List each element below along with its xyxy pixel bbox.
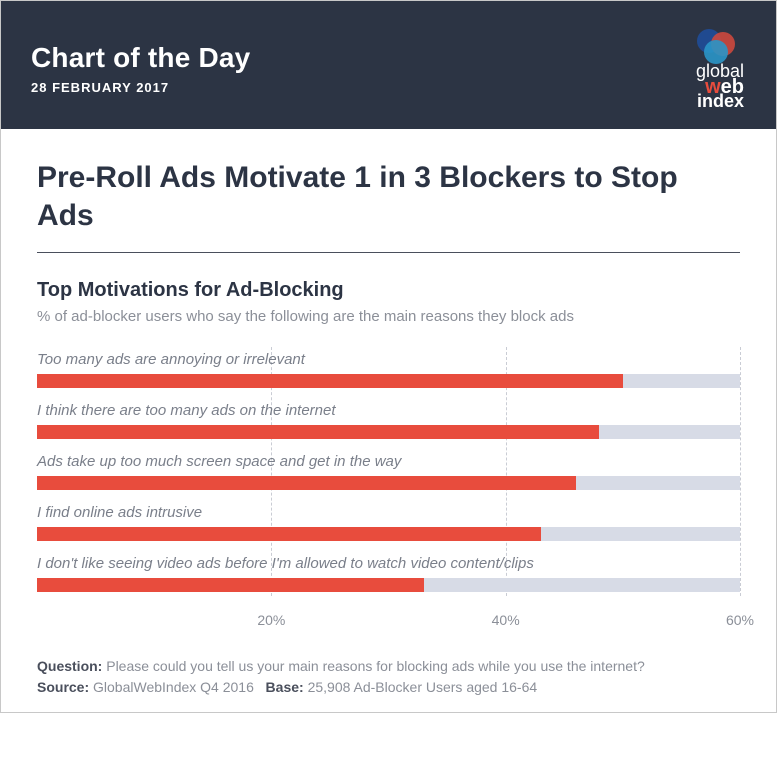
chart-bars: Too many ads are annoying or irrelevant I… xyxy=(37,351,740,592)
footer-question: Question: Please could you tell us your … xyxy=(37,656,740,677)
bar-label: I find online ads intrusive xyxy=(37,504,740,521)
axis-tick: 40% xyxy=(492,612,520,628)
header: Chart of the Day 28 FEBRUARY 2017 global… xyxy=(1,1,776,129)
gridline xyxy=(740,347,741,596)
bar-row xyxy=(37,374,740,388)
source-label: Source: xyxy=(37,679,89,695)
footer: Question: Please could you tell us your … xyxy=(37,656,740,698)
bar-chart: Too many ads are annoying or irrelevant I… xyxy=(37,351,740,636)
content: Pre-Roll Ads Motivate 1 in 3 Blockers to… xyxy=(1,129,776,712)
bar-row xyxy=(37,425,740,439)
logo: global web index xyxy=(646,27,746,109)
bar-item: I find online ads intrusive xyxy=(37,504,740,541)
base-label: Base: xyxy=(266,679,304,695)
question-label: Question: xyxy=(37,658,102,674)
bar-row xyxy=(37,527,740,541)
bar-label: I think there are too many ads on the in… xyxy=(37,402,740,419)
bar-row xyxy=(37,476,740,490)
question-text: Please could you tell us your main reaso… xyxy=(106,658,645,674)
bar-value xyxy=(37,476,576,490)
logo-svg: global web index xyxy=(646,27,746,109)
infographic-frame: Chart of the Day 28 FEBRUARY 2017 global… xyxy=(0,0,777,713)
bar-item: Ads take up too much screen space and ge… xyxy=(37,453,740,490)
main-title: Pre-Roll Ads Motivate 1 in 3 Blockers to… xyxy=(37,159,740,234)
section-subtitle: % of ad-blocker users who say the follow… xyxy=(37,308,740,325)
footer-source-base: Source: GlobalWebIndex Q4 2016 Base: 25,… xyxy=(37,677,740,698)
bar-label: Ads take up too much screen space and ge… xyxy=(37,453,740,470)
header-date: 28 FEBRUARY 2017 xyxy=(31,80,250,95)
bar-item: I think there are too many ads on the in… xyxy=(37,402,740,439)
bar-value xyxy=(37,578,424,592)
title-rule xyxy=(37,252,740,253)
section-title: Top Motivations for Ad-Blocking xyxy=(37,279,740,302)
axis-tick: 60% xyxy=(726,612,754,628)
bar-item: Too many ads are annoying or irrelevant xyxy=(37,351,740,388)
header-title: Chart of the Day xyxy=(31,42,250,74)
bar-value xyxy=(37,374,623,388)
axis-tick: 20% xyxy=(257,612,285,628)
bar-value xyxy=(37,527,541,541)
logo-circles-icon xyxy=(697,29,735,64)
svg-text:index: index xyxy=(697,91,744,109)
bar-item: I don't like seeing video ads before I'm… xyxy=(37,555,740,592)
bar-row xyxy=(37,578,740,592)
base-text: 25,908 Ad-Blocker Users aged 16-64 xyxy=(308,679,538,695)
header-left: Chart of the Day 28 FEBRUARY 2017 xyxy=(31,42,250,95)
bar-label: Too many ads are annoying or irrelevant xyxy=(37,351,740,368)
bar-value xyxy=(37,425,599,439)
bar-label: I don't like seeing video ads before I'm… xyxy=(37,555,740,572)
x-axis: 20%40%60% xyxy=(37,606,740,636)
